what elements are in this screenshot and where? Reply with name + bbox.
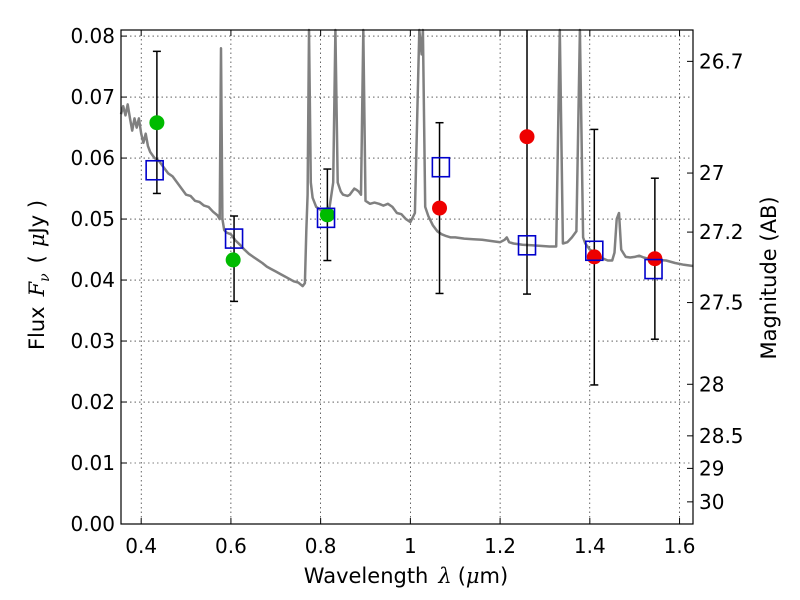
y2-tick-label: 27.5 — [699, 291, 744, 315]
y2-tick-label: 28.5 — [699, 424, 744, 448]
x-tick-label: 0.6 — [215, 534, 247, 558]
spectrum-line — [119, 28, 694, 288]
observed-point — [519, 129, 535, 145]
plot-frame — [120, 29, 694, 525]
model-spectrum — [119, 28, 694, 288]
y2-tick-label: 30 — [699, 490, 724, 514]
y-tick-label: 0.06 — [70, 146, 115, 170]
model-point — [316, 207, 336, 229]
y-tick-label: 0.08 — [70, 24, 115, 48]
observed-point — [432, 200, 448, 216]
y-tick-label: 0.04 — [70, 268, 115, 292]
x-axis-label: Wavelength λ (μm) — [304, 564, 508, 588]
y-tick-label: 0.02 — [70, 390, 115, 414]
grid — [121, 30, 693, 525]
y2-tick-label: 28 — [699, 372, 724, 396]
y-axis-label: FluxFν(μJy ) — [25, 200, 53, 350]
observed-point — [586, 249, 602, 265]
observed-point — [647, 251, 663, 267]
x-tick-label: 1 — [404, 534, 417, 558]
data-points — [145, 115, 663, 280]
x-tick-label: 0.4 — [125, 534, 157, 558]
observed-point — [225, 252, 241, 268]
y2-tick-label: 29 — [699, 456, 724, 480]
x-tick-label: 1.4 — [574, 534, 606, 558]
model-point — [644, 258, 663, 280]
x-tick-label: 1.2 — [484, 534, 516, 558]
model-point — [585, 240, 604, 262]
y2-axis-label: Magnitude (AB) — [757, 196, 781, 359]
observed-point — [319, 207, 335, 223]
y-tick-label: 0.07 — [70, 85, 115, 109]
model-point — [431, 156, 451, 178]
model-point — [224, 228, 244, 249]
y-tick-label: 0.00 — [70, 512, 115, 536]
ticks: 0.4 0.6 0.8 1 1.2 1.4 1.6 0.00 0.01 0.02 0.03 0.04 0… — [70, 24, 743, 558]
observed-point — [149, 115, 165, 131]
x-tick-label: 1.6 — [664, 534, 696, 558]
x-tick-label: 0.8 — [305, 534, 337, 558]
y2-tick-label: 27 — [699, 161, 724, 185]
y-tick-label: 0.03 — [70, 329, 115, 353]
y-tick-label: 0.01 — [70, 451, 115, 475]
model-point — [145, 159, 164, 181]
y2-tick-label: 27.2 — [699, 220, 744, 244]
model-point — [517, 234, 537, 256]
y-tick-label: 0.05 — [70, 207, 115, 231]
y2-tick-label: 26.7 — [699, 49, 744, 73]
